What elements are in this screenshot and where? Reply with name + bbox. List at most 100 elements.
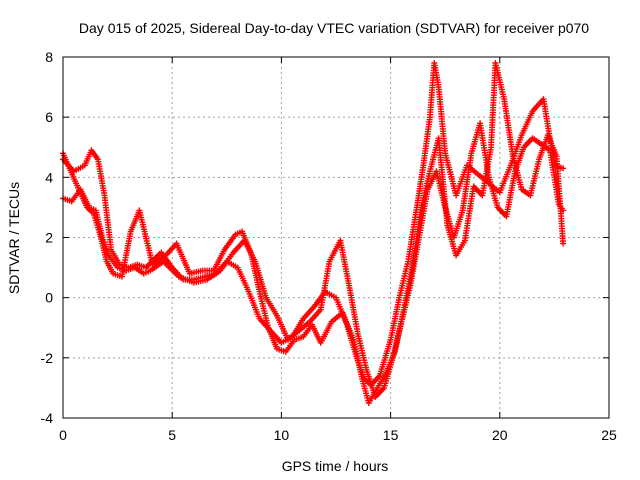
data-point — [376, 339, 393, 379]
data-point — [418, 170, 433, 211]
data-point — [140, 268, 152, 277]
data-point — [134, 261, 147, 270]
data-point — [149, 253, 167, 268]
data-point — [70, 163, 86, 175]
data-point — [560, 240, 567, 247]
y-tick-label: -4 — [41, 410, 54, 426]
data-point — [256, 288, 271, 329]
data-point — [132, 264, 146, 276]
data-point — [470, 183, 484, 197]
data-point — [383, 350, 398, 376]
data-point — [94, 156, 108, 196]
data-point — [103, 258, 116, 275]
y-axis-label: SDTVAR / TECUs — [6, 182, 22, 294]
data-point — [285, 329, 301, 343]
data-point — [282, 338, 296, 355]
data-point — [365, 387, 380, 406]
data-point — [245, 288, 262, 320]
data-point — [501, 96, 516, 157]
data-point — [322, 288, 337, 300]
data-point — [354, 330, 369, 371]
data-point — [337, 237, 352, 287]
data-point — [496, 164, 513, 196]
data-point — [503, 170, 518, 220]
data-point — [162, 242, 178, 259]
data-point — [359, 375, 372, 404]
data-point — [136, 207, 155, 266]
data-point — [459, 152, 474, 214]
y-tick-label: 0 — [45, 290, 53, 306]
data-point — [204, 268, 222, 283]
data-point — [435, 84, 448, 154]
data-point — [88, 147, 100, 161]
data-point — [387, 297, 402, 343]
data-point — [326, 239, 343, 265]
y-tick-label: -2 — [41, 350, 54, 366]
data-point — [560, 165, 567, 172]
data-point — [217, 251, 235, 274]
data-point — [409, 206, 424, 271]
data-point — [306, 308, 323, 325]
data-point — [416, 188, 431, 241]
data-point — [108, 246, 122, 266]
plot-frame — [62, 56, 610, 419]
data-point — [263, 294, 279, 317]
data-point — [234, 264, 251, 293]
y-tick-label: 2 — [45, 230, 53, 246]
data-point — [527, 158, 542, 199]
data-point — [544, 132, 559, 158]
data-point — [536, 134, 551, 163]
x-tick-label: 0 — [59, 427, 67, 443]
series-track-a — [60, 60, 567, 388]
data-point — [431, 60, 442, 88]
x-axis-label: GPS time / hours — [282, 458, 389, 474]
data-point — [453, 164, 470, 199]
data-point — [492, 60, 507, 100]
data-point — [101, 192, 114, 251]
series-track-c — [60, 60, 567, 406]
data-point — [529, 97, 545, 115]
data-point — [84, 204, 95, 215]
y-tick-label: 8 — [45, 49, 53, 65]
data-point — [450, 209, 465, 241]
data-point — [97, 231, 110, 263]
data-point — [339, 309, 356, 341]
data-point — [479, 146, 494, 199]
data-point — [405, 206, 420, 265]
data-point — [247, 249, 262, 293]
data-point — [328, 311, 344, 325]
data-point — [485, 174, 500, 209]
x-tick-label: 5 — [168, 427, 176, 443]
x-tick-label: 25 — [601, 427, 617, 443]
data-point — [350, 336, 365, 380]
data-point — [553, 153, 566, 244]
data-point — [413, 164, 426, 211]
data-point — [274, 312, 290, 341]
data-point — [147, 259, 165, 274]
data-point — [529, 135, 543, 146]
data-point — [518, 186, 532, 198]
data-point — [232, 229, 243, 238]
data-point — [453, 239, 467, 259]
grid-lines — [63, 57, 609, 418]
data-point — [420, 116, 433, 169]
data-point — [435, 135, 451, 226]
data-point — [73, 180, 89, 209]
data-point — [520, 136, 535, 151]
data-point — [400, 266, 415, 313]
tick-labels: 0 5 10 15 20 25 -4 -2 0 2 4 6 8 — [41, 49, 617, 443]
data-point — [300, 305, 316, 322]
data-point — [105, 252, 120, 269]
data-point — [444, 222, 459, 257]
chart-title: Day 015 of 2025, Sidereal Day-to-day VTE… — [79, 20, 589, 36]
data-point — [396, 261, 411, 301]
data-point — [317, 320, 334, 346]
data-points — [60, 60, 567, 406]
data-point — [392, 309, 407, 355]
data-point — [518, 110, 535, 139]
data-point — [119, 230, 134, 280]
data-point — [221, 233, 238, 253]
data-point — [494, 204, 508, 218]
data-point — [265, 324, 280, 350]
